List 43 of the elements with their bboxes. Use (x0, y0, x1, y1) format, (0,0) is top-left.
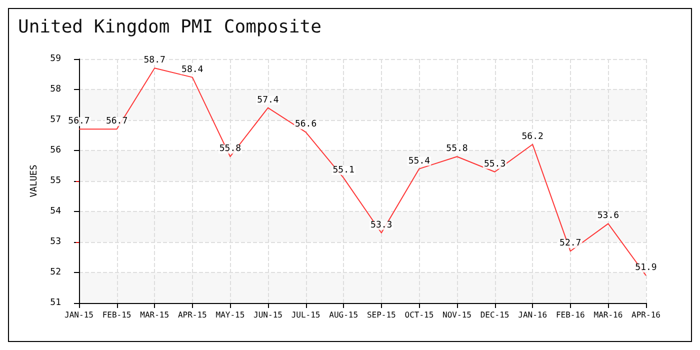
data-label: 55.8 (446, 144, 468, 154)
x-tick-label: MAY-15 (216, 310, 245, 320)
x-tick-label: AUG-15 (329, 310, 358, 320)
x-tick-label: JUL-15 (291, 310, 320, 320)
data-label: 53.6 (597, 211, 620, 222)
data-label: 56.7 (106, 116, 128, 127)
data-label: 53.3 (370, 220, 392, 230)
x-tick-label: MAR-16 (594, 310, 623, 320)
y-tick-label: 56 (50, 146, 61, 156)
y-tick-label: 52 (50, 268, 61, 278)
y-axis-title: VALUES (30, 164, 40, 198)
x-tick-label: JAN-15 (64, 310, 94, 320)
x-tick-label: APR-16 (632, 310, 661, 320)
x-tick-label: FEB-16 (556, 310, 586, 320)
data-label: 56.6 (294, 120, 317, 130)
data-label: 55.8 (219, 144, 242, 154)
x-tick-label: JAN-16 (518, 310, 548, 320)
x-tick-label: JUN-15 (254, 310, 283, 320)
data-label: 57.4 (257, 95, 279, 106)
x-tick-label: MAR-15 (140, 310, 170, 320)
data-label: 55.4 (408, 156, 430, 166)
x-tick-label: DEC-15 (480, 310, 510, 320)
x-tick-label: SEP-15 (366, 310, 396, 320)
data-label: 58.7 (144, 56, 166, 66)
y-tick-label: 55 (50, 176, 61, 186)
x-tick-label: NOV-15 (442, 310, 472, 320)
x-tick-label: APR-15 (178, 310, 208, 320)
x-tick-label: OCT-15 (404, 310, 434, 320)
y-tick-label: 54 (50, 206, 61, 216)
data-label: 56.2 (522, 132, 544, 142)
chart-title: United Kingdom PMI Composite (18, 16, 322, 38)
data-label: 58.4 (182, 64, 204, 75)
data-label: 52.7 (560, 238, 582, 249)
data-label: 55.3 (484, 159, 506, 170)
y-tick-label: 57 (50, 115, 61, 125)
data-label: 56.7 (68, 116, 90, 127)
y-tick-label: 59 (50, 54, 61, 64)
y-tick-label: 58 (50, 84, 61, 94)
data-label: 51.9 (635, 263, 657, 274)
x-tick-label: FEB-15 (102, 310, 132, 320)
y-tick-label: 53 (50, 237, 61, 247)
data-label: 55.1 (332, 165, 354, 176)
y-tick-label: 51 (50, 298, 61, 308)
